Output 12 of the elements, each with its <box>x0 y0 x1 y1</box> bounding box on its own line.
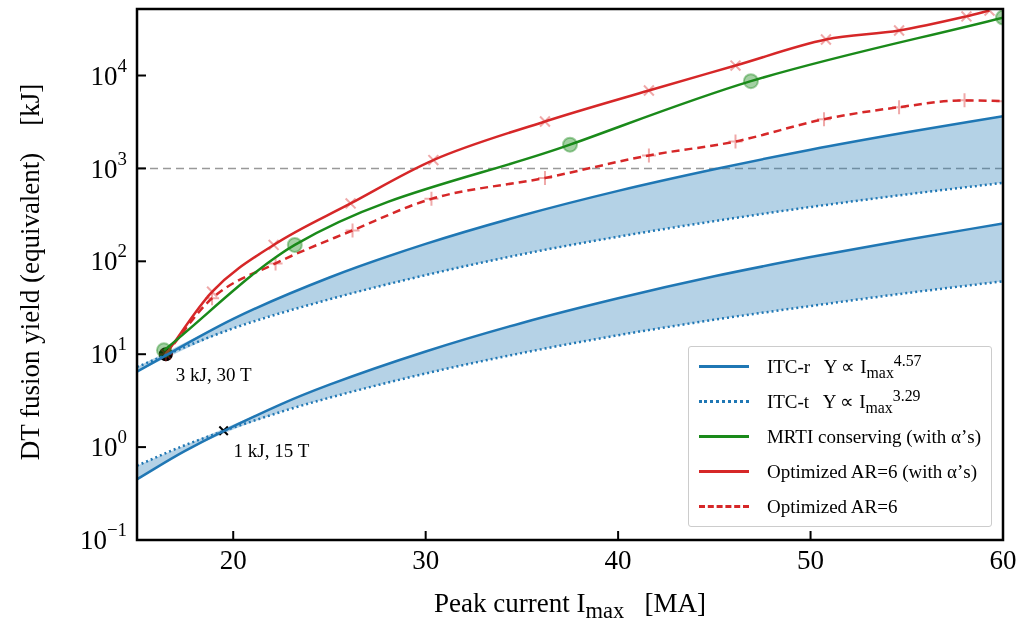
x-axis-title: Peak current I$_{max}$ [MA] <box>434 587 706 623</box>
annotation: 1 kJ, 15 T <box>233 440 310 462</box>
legend-label: Optimized AR=6 (with α’s) <box>766 460 978 484</box>
x-tick-label: 20 <box>219 545 247 576</box>
x-tick-label: 60 <box>989 545 1017 576</box>
x-tick-label: 30 <box>412 545 440 576</box>
legend-label: MRTI conserving (with α’s) <box>766 425 981 449</box>
legend-label: Optimized AR=6 <box>766 495 898 519</box>
y-axis-title: DT fusion yield (equivalent) [kJ] <box>14 83 46 461</box>
annotation: 3 kJ, 30 T <box>175 363 252 385</box>
x-tick-label: 40 <box>604 545 632 576</box>
x-tick-label: 50 <box>797 545 825 576</box>
